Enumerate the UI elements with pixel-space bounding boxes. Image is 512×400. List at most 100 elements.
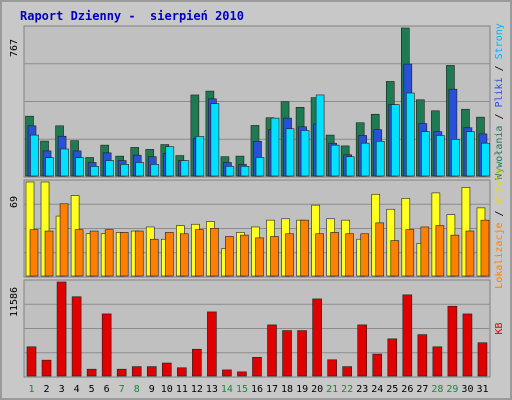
bar-lokalizacje-5 — [89, 230, 99, 277]
bar-kb-24 — [372, 353, 383, 377]
bar-strony-10 — [165, 146, 175, 177]
bar-strony-4 — [75, 157, 84, 177]
x-tick-label: 3 — [59, 384, 65, 395]
legend-entry: KB — [494, 322, 505, 334]
x-tick-label: 29 — [446, 384, 458, 395]
bar-kb-1 — [26, 346, 37, 377]
x-tick-label: 26 — [401, 384, 413, 395]
bar-kb-16 — [252, 357, 262, 377]
bar-lokalizacje-3 — [59, 203, 69, 277]
bar-kb-13 — [207, 311, 217, 377]
bar-strony-25 — [390, 104, 400, 177]
x-tick-label: 6 — [104, 384, 110, 395]
x-tick-label: 1 — [29, 384, 35, 395]
bar-strony-8 — [135, 162, 145, 177]
bar-lokalizacje-16 — [255, 237, 264, 277]
bar-strony-6 — [105, 160, 114, 177]
x-tick-label: 17 — [266, 384, 278, 395]
bar-lokalizacje-31 — [480, 219, 490, 277]
x-tick-label: 30 — [461, 384, 473, 395]
legend-entry: Pliki — [494, 77, 505, 107]
bar-lokalizacje-19 — [300, 219, 309, 277]
bar-lokalizacje-7 — [119, 232, 129, 277]
bar-kb-4 — [71, 296, 82, 377]
bar-strony-5 — [90, 166, 99, 177]
legend-entry: Strony — [494, 23, 505, 59]
bar-strony-28 — [436, 135, 445, 177]
bar-kb-12 — [192, 348, 202, 377]
legend-entry: Wizyty — [494, 168, 505, 204]
bar-strony-20 — [315, 94, 325, 177]
bar-lokalizacje-9 — [149, 238, 159, 277]
bar-kb-7 — [116, 368, 127, 377]
bar-strony-29 — [451, 139, 460, 177]
bar-lokalizacje-24 — [375, 222, 385, 277]
bar-lokalizacje-6 — [104, 229, 114, 277]
bar-kb-20 — [312, 298, 322, 377]
x-tick-label: 23 — [356, 384, 368, 395]
bar-kb-29 — [447, 305, 458, 377]
bar-lokalizacje-8 — [134, 230, 144, 277]
bar-strony-9 — [150, 164, 160, 177]
x-tick-label: 8 — [134, 384, 140, 395]
bar-lokalizacje-23 — [360, 233, 370, 277]
x-tick-label: 24 — [371, 384, 383, 395]
bar-lokalizacje-4 — [74, 229, 84, 277]
bar-lokalizacje-26 — [405, 229, 415, 277]
bar-lokalizacje-17 — [270, 236, 279, 277]
bar-lokalizacje-12 — [195, 229, 204, 277]
x-tick-label: 22 — [341, 384, 353, 395]
chart-title: Raport Dzienny - sierpień 2010 — [20, 9, 244, 23]
bar-kb-5 — [86, 368, 97, 377]
bar-kb-18 — [282, 330, 292, 377]
bar-lokalizacje-28 — [435, 225, 445, 277]
bar-lokalizacje-2 — [44, 230, 54, 277]
bar-strony-22 — [345, 156, 355, 177]
bar-strony-18 — [285, 128, 295, 177]
x-tick-label: 10 — [161, 384, 173, 395]
y-axis-max-label: 767 — [9, 39, 20, 57]
bar-lokalizacje-20 — [315, 233, 324, 277]
bar-lokalizacje-18 — [285, 233, 294, 277]
bar-strony-14 — [225, 166, 235, 177]
x-tick-label: 2 — [44, 384, 50, 395]
legend-entry: / — [494, 59, 505, 77]
bar-lokalizacje-14 — [225, 236, 234, 277]
x-tick-label: 18 — [281, 384, 293, 395]
bar-strony-21 — [330, 144, 340, 177]
bar-kb-31 — [477, 342, 488, 377]
bar-lokalizacje-11 — [180, 233, 189, 277]
bar-lokalizacje-22 — [345, 233, 354, 277]
x-tick-label: 16 — [251, 384, 263, 395]
x-tick-label: 25 — [386, 384, 398, 395]
bar-lokalizacje-1 — [29, 229, 39, 277]
bar-kb-8 — [131, 366, 142, 377]
x-tick-label: 15 — [236, 384, 248, 395]
x-tick-label: 5 — [89, 384, 95, 395]
x-tick-label: 7 — [119, 384, 125, 395]
bar-kb-6 — [101, 313, 112, 377]
bar-kb-17 — [267, 324, 277, 377]
bar-strony-7 — [120, 164, 129, 177]
bar-strony-15 — [240, 166, 250, 177]
x-tick-label: 13 — [206, 384, 218, 395]
bar-kb-11 — [177, 367, 187, 377]
y-axis-max-label: 11586 — [9, 287, 20, 317]
x-tick-label: 4 — [74, 384, 80, 395]
bar-strony-26 — [406, 92, 415, 177]
bar-kb-23 — [357, 324, 368, 377]
bar-lokalizacje-21 — [330, 232, 339, 277]
x-tick-label: 9 — [149, 384, 155, 395]
bar-strony-11 — [180, 160, 190, 177]
legend-entry: Lokalizacje — [494, 222, 505, 288]
bar-strony-13 — [210, 103, 220, 177]
bar-kb-14 — [222, 369, 232, 377]
bar-strony-31 — [481, 142, 490, 177]
x-tick-label: 31 — [476, 384, 488, 395]
legend-entry: / — [494, 108, 505, 126]
x-tick-label: 12 — [191, 384, 203, 395]
legend-top: Wywołania / Pliki / Strony — [494, 23, 505, 180]
bar-kb-3 — [56, 281, 67, 377]
bar-strony-17 — [270, 117, 280, 177]
